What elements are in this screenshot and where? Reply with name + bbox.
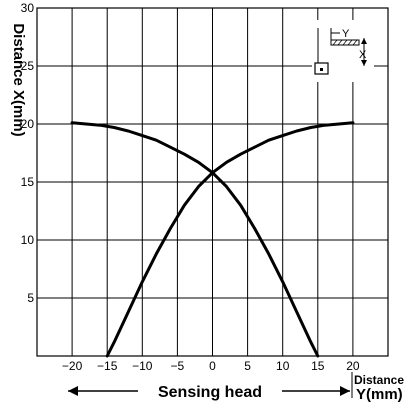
x-tick-label: −10 <box>132 359 153 373</box>
y-tick-label: 30 <box>21 1 35 15</box>
y-tick-label: 5 <box>27 291 34 305</box>
y-axis-label: Distance X(mm) <box>10 23 27 136</box>
x-tick-label: 15 <box>311 359 325 373</box>
x-tick-label: −20 <box>62 359 83 373</box>
x-tick-label: 0 <box>209 359 216 373</box>
left-arrow-icon <box>68 386 78 396</box>
series-line-2 <box>105 121 355 358</box>
right-arrow-icon <box>340 386 350 396</box>
x-axis-unit-top: Distance <box>354 373 404 387</box>
inset-y-label: Y <box>342 28 350 40</box>
inset-x-label: X <box>359 49 367 61</box>
x-axis-label-group: Sensing head <box>68 372 353 401</box>
x-tick-label: 5 <box>244 359 251 373</box>
x-tick-label: 10 <box>276 359 290 373</box>
y-tick-label: 20 <box>21 117 35 131</box>
series-line-1 <box>70 121 320 358</box>
curves <box>70 121 355 358</box>
x-tick-label: 20 <box>346 359 360 373</box>
y-tick-label: 10 <box>21 233 35 247</box>
y-tick-label: 15 <box>21 175 35 189</box>
x-tick-label: −15 <box>97 359 118 373</box>
x-axis-label: Sensing head <box>158 384 262 401</box>
x-tick-label: −5 <box>171 359 185 373</box>
inset-diagram: Y X <box>312 20 374 82</box>
x-axis-unit-bottom: Y(mm) <box>356 386 403 402</box>
tick-labels: −20 −15 −10 −5 0 5 10 15 20 5 10 15 20 25 30 <box>21 1 360 373</box>
y-tick-label: 25 <box>21 59 35 73</box>
